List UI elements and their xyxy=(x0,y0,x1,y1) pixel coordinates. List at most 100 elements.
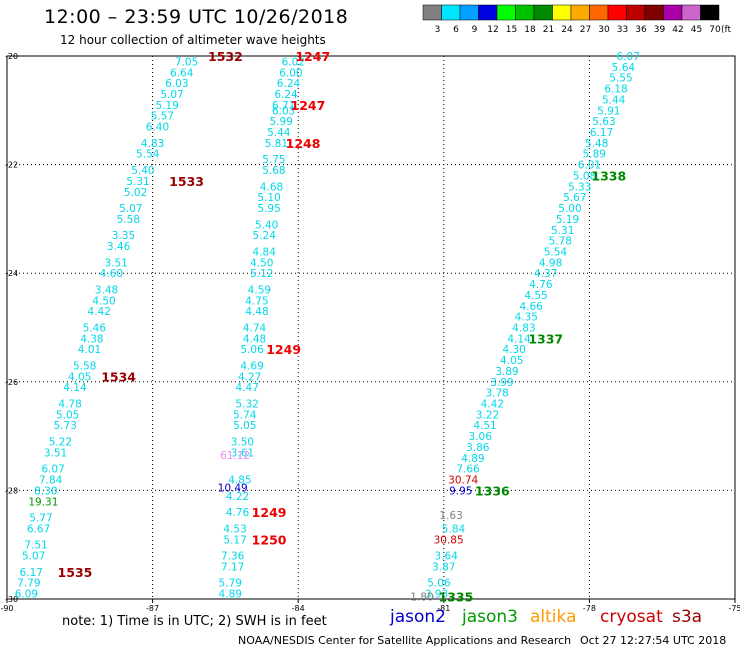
wave-height-value: 4.22 xyxy=(226,491,249,503)
wave-height-value: 5.22 xyxy=(49,437,72,449)
lon-tick-label: -90 xyxy=(0,604,13,613)
wave-height-value: 4.83 xyxy=(141,138,164,150)
colorbar-label: 39 xyxy=(654,25,666,35)
wave-height-value: 7.66 xyxy=(456,464,480,476)
wave-height-value: 5.58 xyxy=(73,361,96,373)
wave-height-value: 6.07 xyxy=(617,51,640,63)
legend-altika: altika xyxy=(530,607,577,627)
pass-time-label: 1335 xyxy=(439,589,474,604)
wave-height-value: 5.31 xyxy=(551,225,574,237)
wave-height-value: 7.79 xyxy=(17,578,40,590)
wave-height-value: 5.10 xyxy=(257,192,280,204)
wave-height-value: 4.75 xyxy=(245,295,268,307)
wave-height-value: 3.51 xyxy=(44,447,67,459)
colorbar-label: 27 xyxy=(580,25,591,35)
wave-height-value: 5.07 xyxy=(119,203,142,215)
wave-height-value: 4.59 xyxy=(248,284,271,296)
wave-height-value: 4.55 xyxy=(524,290,547,302)
wave-height-value: 6.24 xyxy=(274,89,298,101)
pass-time-label: 1533 xyxy=(169,174,204,189)
lon-tick-label: -78 xyxy=(583,604,596,613)
wave-height-value: 5.17 xyxy=(223,534,246,546)
wave-height-value: 5.24 xyxy=(253,230,277,242)
lat-tick-label: -30 xyxy=(5,595,18,604)
wave-height-value: 4.05 xyxy=(68,371,91,383)
pass-time-label: 1247 xyxy=(295,49,330,64)
wave-height-value: 5.06 xyxy=(240,344,264,356)
legend-jason2: jason2 xyxy=(390,607,446,627)
wave-height-value: 7.05 xyxy=(175,56,198,68)
wave-height-value: 5.55 xyxy=(609,73,632,85)
wave-height-value: 4.76 xyxy=(529,279,553,291)
lat-tick-label: -22 xyxy=(5,161,18,170)
wave-height-value: 19.31 xyxy=(28,496,58,508)
wave-height-value: 9.95 xyxy=(449,485,472,497)
wave-height-value: 4.78 xyxy=(58,399,81,411)
wave-height-value: 5.91 xyxy=(597,105,620,117)
timestamp-text: Oct 27 12:27:54 UTC 2018 xyxy=(580,634,727,647)
map-frame xyxy=(6,55,736,600)
wave-height-value: 5.79 xyxy=(219,578,242,590)
units-note: note: 1) Time is in UTC; 2) SWH is in fe… xyxy=(62,614,327,629)
pass-time-label: 1248 xyxy=(286,136,321,151)
wave-height-value: 5.58 xyxy=(117,214,140,226)
wave-height-value: 4.14 xyxy=(63,382,87,394)
wave-height-value: 5.81 xyxy=(265,138,288,150)
wave-height-value: 5.57 xyxy=(151,111,174,123)
wave-height-value: 3.46 xyxy=(107,241,131,253)
wave-height-value: 4.68 xyxy=(260,181,283,193)
wave-height-value: 4.83 xyxy=(512,323,535,335)
wave-height-value: 5.31 xyxy=(126,176,149,188)
wave-height-value: 1.63 xyxy=(439,510,462,522)
lat-tick-label: -28 xyxy=(5,486,18,495)
wave-height-value: 5.99 xyxy=(270,116,293,128)
wave-height-value: 5.32 xyxy=(236,399,259,411)
wave-height-value: 3.87 xyxy=(432,561,455,573)
wave-height-value: 4.85 xyxy=(228,475,251,487)
wave-height-value: 3.51 xyxy=(105,257,128,269)
wave-height-value: 4.60 xyxy=(100,268,123,280)
wave-height-value: 4.30 xyxy=(502,344,525,356)
wave-height-value: 3.22 xyxy=(476,409,499,421)
lon-tick-label: -81 xyxy=(437,604,450,613)
wave-height-value: 4.47 xyxy=(236,382,259,394)
wave-height-value: 3.35 xyxy=(112,230,135,242)
wave-height-value: 5.78 xyxy=(549,236,572,248)
wave-height-value: 6.07 xyxy=(41,464,64,476)
wave-height-value: 4.53 xyxy=(223,523,246,535)
pass-time-label: 1338 xyxy=(591,168,626,183)
colorbar-label: 24 xyxy=(561,25,573,35)
pass-time-label: 1336 xyxy=(475,483,510,498)
wave-height-value: 4.42 xyxy=(481,399,504,411)
wave-height-value: 5.02 xyxy=(124,187,147,199)
wave-height-value: 5.54 xyxy=(136,149,160,161)
wave-height-value: 61.12 xyxy=(220,450,250,462)
pass-time-label: 1250 xyxy=(252,532,287,547)
legend-cryosat: cryosat xyxy=(600,607,663,627)
lon-tick-label: -75 xyxy=(728,604,740,613)
wave-height-value: 3.89 xyxy=(495,366,518,378)
wave-height-value: 4.01 xyxy=(78,344,101,356)
pass-time-label: 1337 xyxy=(528,331,563,346)
wave-height-value: 3.99 xyxy=(490,377,513,389)
wave-height-value: 5.77 xyxy=(29,513,52,525)
wave-height-value: 5.00 xyxy=(558,203,581,215)
wave-height-value: 3.48 xyxy=(95,284,118,296)
colorbar-label: 9 xyxy=(472,25,478,35)
wave-height-value: 3.61 xyxy=(231,447,254,459)
wave-height-value: 5.08 xyxy=(573,170,596,182)
wave-height-value: 5.40 xyxy=(131,165,154,177)
pass-time-label: 1249 xyxy=(252,505,287,520)
wave-height-value: 5.12 xyxy=(250,268,273,280)
wave-height-value: 7.36 xyxy=(221,551,245,563)
wave-height-value: 4.42 xyxy=(88,306,111,318)
wave-height-value: 30.74 xyxy=(448,475,478,487)
wave-height-value: 4.74 xyxy=(243,323,267,335)
wave-height-value: 5.46 xyxy=(83,323,107,335)
colorbar-label: 45 xyxy=(691,25,702,35)
pass-time-label: 1249 xyxy=(266,342,301,357)
wave-height-value: 5.05 xyxy=(56,409,79,421)
wave-height-value: 5.40 xyxy=(255,219,278,231)
legend-s3a: s3a xyxy=(672,607,703,627)
wave-height-value: 6.64 xyxy=(170,67,194,79)
